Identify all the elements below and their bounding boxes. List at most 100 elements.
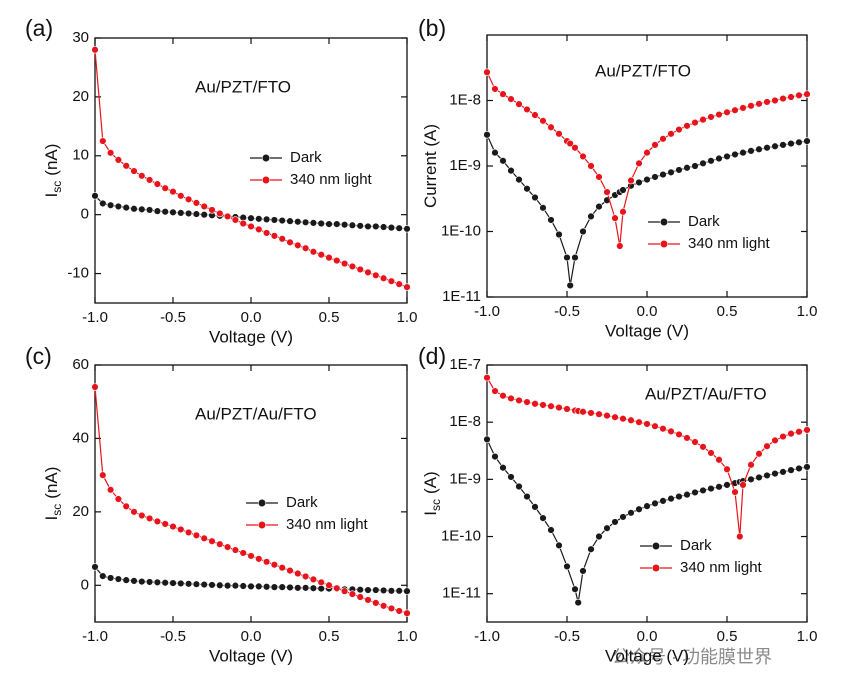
data-point [403, 225, 411, 233]
data-point [177, 209, 185, 217]
data-point [333, 220, 341, 228]
x-tick-label: -0.5 [554, 303, 580, 320]
data-point [130, 205, 138, 213]
data-point [301, 244, 310, 252]
data-point [531, 193, 539, 202]
panel-label: (d) [418, 343, 446, 369]
data-point [208, 537, 216, 545]
legend-marker [257, 498, 267, 508]
data-point [771, 142, 779, 150]
data-point [803, 90, 811, 98]
data-point [348, 221, 357, 229]
data-point [208, 581, 216, 589]
data-point [309, 248, 318, 256]
annotation: Au/PZT/FTO [195, 77, 291, 96]
legend-label: Dark [286, 494, 318, 511]
data-point [507, 166, 515, 175]
data-point [795, 464, 803, 473]
data-point [499, 463, 507, 472]
data-point [177, 192, 185, 200]
y-tick-label: 1E-9 [449, 470, 481, 487]
data-point [372, 586, 380, 594]
y-axis-label-part: I [421, 511, 440, 516]
data-point [499, 90, 507, 98]
x-tick-label: 0.5 [717, 628, 738, 645]
data-point [763, 98, 771, 106]
data-point [603, 411, 611, 420]
data-point [723, 108, 731, 117]
data-point [603, 188, 611, 196]
y-tick-label: 1E-8 [449, 413, 481, 430]
data-point [651, 173, 659, 181]
data-point [239, 582, 247, 590]
x-tick-label: 1.0 [797, 303, 818, 320]
x-tick-label: 0.0 [241, 309, 262, 326]
y-tick-label: 1E-11 [442, 585, 481, 602]
data-point [747, 102, 755, 110]
data-point [627, 509, 635, 517]
legend-marker [257, 520, 267, 530]
data-point [691, 488, 699, 497]
data-point [301, 584, 310, 592]
data-point [278, 216, 286, 225]
x-axis-label: Voltage (V) [209, 646, 293, 665]
x-tick-label: 0.0 [637, 303, 658, 320]
data-point [635, 178, 643, 187]
data-point [795, 138, 803, 147]
data-point [571, 253, 579, 262]
data-point [379, 223, 388, 231]
data-point [356, 265, 364, 274]
data-point [707, 449, 715, 457]
data-point [200, 210, 208, 219]
data-point [255, 225, 263, 234]
data-point [515, 396, 523, 405]
data-point [286, 583, 294, 592]
data-point [169, 579, 177, 587]
data-point [317, 584, 325, 593]
data-point [779, 432, 787, 441]
legend-label: Dark [290, 149, 322, 166]
data-point [161, 579, 169, 587]
data-point [643, 148, 651, 157]
data-point [483, 373, 491, 382]
data-point [325, 220, 333, 228]
data-point [771, 436, 779, 445]
data-point [715, 483, 723, 491]
x-tick-label: 1.0 [797, 628, 818, 645]
data-point [278, 583, 286, 591]
data-point [635, 159, 643, 167]
data-point [387, 277, 396, 285]
data-point [301, 218, 310, 227]
data-point [372, 222, 380, 231]
x-tick-label: -1.0 [474, 303, 500, 320]
data-point [531, 111, 539, 119]
data-point [659, 424, 667, 433]
data-point [340, 587, 349, 595]
data-point [675, 125, 683, 134]
data-point [523, 398, 531, 406]
data-point [192, 580, 201, 588]
data-point [763, 442, 771, 450]
data-point [208, 206, 216, 214]
data-point [499, 157, 507, 165]
data-point [270, 216, 279, 224]
data-point [395, 224, 403, 232]
legend-label: Dark [688, 213, 720, 230]
y-axis-label: Isc (A) [421, 471, 443, 515]
data-point [99, 471, 107, 479]
data-point [483, 68, 491, 76]
data-point [803, 463, 811, 471]
data-point [675, 166, 683, 174]
data-point [619, 415, 627, 423]
data-point [795, 91, 803, 100]
data-point [278, 235, 286, 243]
y-axis-label-part: I [42, 193, 61, 198]
x-tick-label: 1.0 [397, 309, 418, 326]
legend-label: Dark [680, 537, 712, 554]
data-point [161, 520, 169, 528]
data-point [114, 202, 123, 211]
x-tick-label: -1.0 [474, 628, 500, 645]
data-point [348, 262, 357, 271]
data-point [262, 583, 271, 591]
data-point [523, 492, 531, 501]
